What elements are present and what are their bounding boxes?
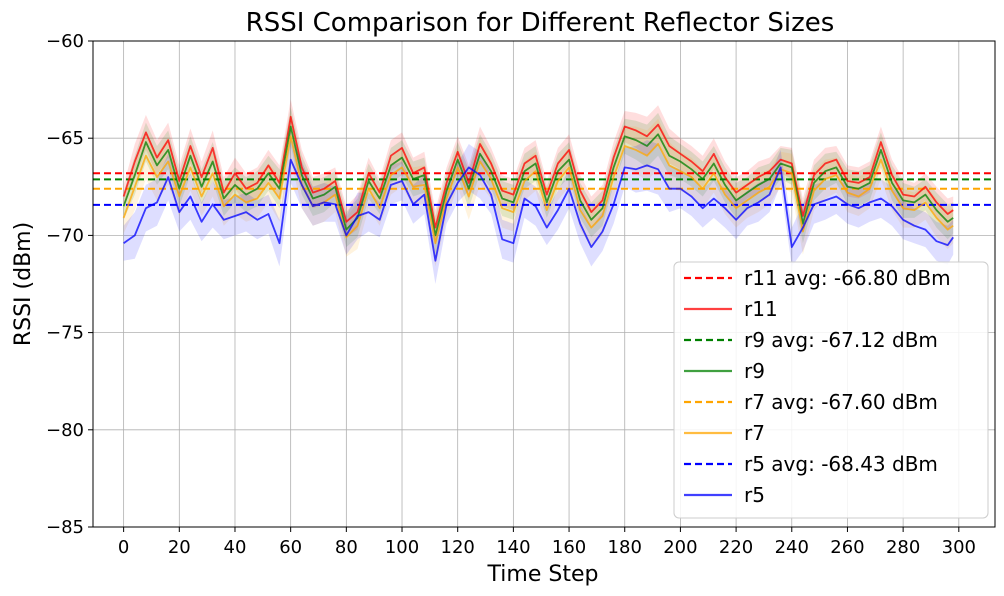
x-tick-label: 300 — [942, 537, 976, 558]
legend-box — [673, 261, 989, 519]
x-axis-title: Time Step — [487, 562, 599, 587]
x-tick-label: 180 — [608, 537, 642, 558]
plot-frame — [92, 40, 996, 528]
line-r11 — [122, 115, 954, 229]
line-r7 — [122, 135, 954, 245]
legend-label: r11 — [744, 297, 778, 321]
y-tick-label: −75 — [46, 323, 84, 344]
y-tick-label: −85 — [46, 517, 84, 538]
series-lines-layer — [122, 115, 954, 262]
y-tick-label: −80 — [46, 420, 84, 441]
x-tick-label: 160 — [552, 537, 586, 558]
line-r9 — [122, 125, 954, 237]
x-tick-label: 0 — [118, 537, 129, 558]
x-tick-label: 240 — [775, 537, 809, 558]
x-tick-label: 40 — [224, 537, 247, 558]
legend-label: r5 avg: -68.43 dBm — [744, 452, 938, 476]
x-tick-label: 220 — [719, 537, 753, 558]
x-tick-label: 120 — [441, 537, 475, 558]
x-tick-label: 280 — [886, 537, 920, 558]
x-tick-label: 260 — [830, 537, 864, 558]
x-tick-label: 80 — [335, 537, 358, 558]
legend: r11 avg: -66.80 dBm r11 r9 avg: -67.12 dBm… — [673, 261, 989, 519]
x-tick-label: 20 — [168, 537, 191, 558]
legend-label: r7 — [744, 421, 765, 445]
x-tick-label: 140 — [496, 537, 530, 558]
y-tick-label: −60 — [46, 31, 84, 52]
tick-layer: 0 20 40 60 80 100 120 140 160 180 200 220 240 260 280 3… — [46, 31, 976, 558]
x-tick-label: 200 — [663, 537, 697, 558]
legend-label: r11 avg: -66.80 dBm — [744, 266, 951, 290]
legend-label: r9 — [744, 359, 765, 383]
band-layer — [123, 99, 954, 284]
legend-label: r9 avg: -67.12 dBm — [744, 328, 938, 352]
y-axis-title: RSSI (dBm) — [11, 222, 36, 346]
legend-label: r5 — [744, 483, 765, 507]
line-r5 — [123, 158, 954, 262]
y-tick-label: −65 — [46, 128, 84, 149]
x-tick-label: 100 — [385, 537, 419, 558]
x-tick-label: 60 — [279, 537, 302, 558]
legend-label: r7 avg: -67.60 dBm — [744, 390, 938, 414]
chart-title: RSSI Comparison for Different Reflector … — [246, 8, 835, 38]
y-tick-label: −70 — [46, 225, 84, 246]
